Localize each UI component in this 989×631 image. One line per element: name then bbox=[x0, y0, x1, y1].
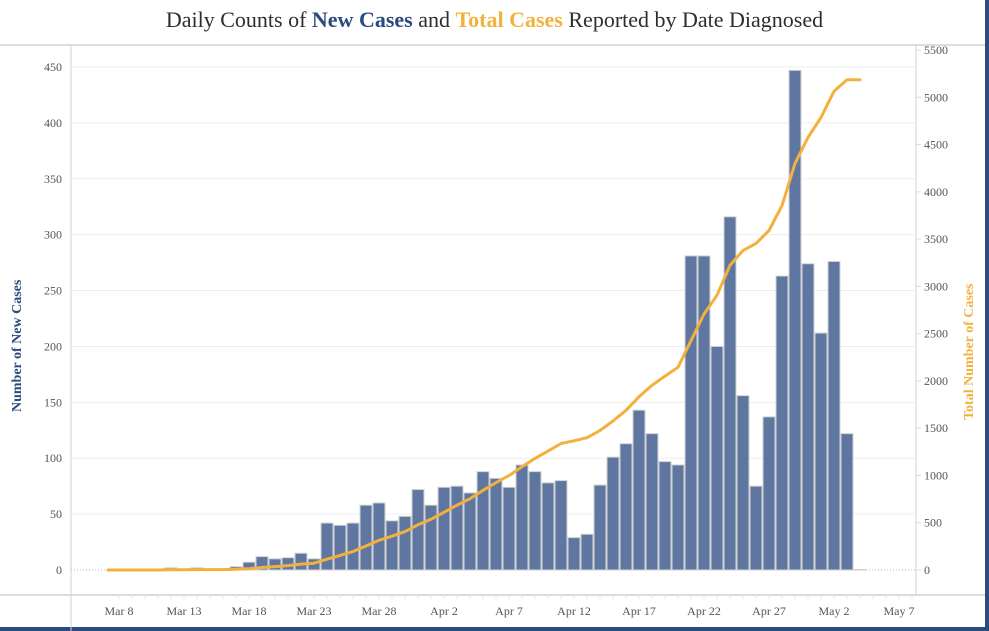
bar bbox=[515, 464, 529, 571]
bar bbox=[723, 216, 737, 571]
right-tick-label: 2500 bbox=[924, 327, 948, 341]
bar bbox=[372, 502, 386, 571]
left-tick-label: 350 bbox=[44, 172, 62, 186]
title-total-cases: Total Cases bbox=[455, 7, 563, 32]
bar bbox=[385, 520, 399, 571]
bar bbox=[541, 482, 555, 571]
bar bbox=[827, 260, 841, 571]
right-axis-title: Total Number of Cases bbox=[962, 283, 977, 420]
right-tick-label: 3500 bbox=[924, 232, 948, 246]
bar bbox=[801, 263, 815, 571]
right-tick-label: 0 bbox=[924, 563, 930, 577]
bar bbox=[437, 486, 451, 571]
bar bbox=[463, 492, 477, 571]
bar bbox=[450, 485, 464, 571]
gridlines bbox=[71, 66, 916, 571]
bar bbox=[749, 485, 763, 571]
x-tick-label: May 7 bbox=[884, 604, 915, 618]
left-tick-label: 200 bbox=[44, 339, 62, 353]
x-tick-label: Apr 17 bbox=[622, 604, 656, 618]
bar bbox=[619, 443, 633, 571]
right-axis-ticks: 0 500 1000 1500 2000 2500 3000 3500 4000 4500 5000… bbox=[916, 43, 948, 577]
bar bbox=[424, 504, 438, 571]
bar bbox=[645, 433, 659, 571]
title-new-cases: New Cases bbox=[311, 7, 413, 32]
left-tick-label: 100 bbox=[44, 451, 62, 465]
left-axis-title: Number of New Cases bbox=[10, 279, 25, 412]
bar bbox=[554, 480, 568, 571]
right-tick-label: 3000 bbox=[924, 279, 948, 293]
bar bbox=[658, 461, 672, 571]
right-tick-label: 500 bbox=[924, 516, 942, 530]
bar bbox=[632, 409, 646, 571]
bar bbox=[359, 504, 373, 571]
bar bbox=[580, 533, 594, 571]
right-tick-label: 1500 bbox=[924, 421, 948, 435]
bar bbox=[710, 345, 724, 571]
title-suffix: Reported by Date Diagnosed bbox=[562, 7, 824, 32]
right-tick-label: 1000 bbox=[924, 468, 948, 482]
total-cases-polyline bbox=[106, 78, 862, 572]
bar bbox=[294, 552, 308, 571]
bar bbox=[346, 522, 360, 571]
right-tick-label: 2000 bbox=[924, 374, 948, 388]
chart-title: Daily Counts of New Cases and Total Case… bbox=[0, 7, 989, 33]
title-middle: and bbox=[412, 7, 456, 32]
left-tick-label: 300 bbox=[44, 228, 62, 242]
x-axis-ticks: Mar 8 Mar 13 Mar 18 Mar 23 Mar 28 Apr 2 Apr 7 A… bbox=[105, 595, 915, 618]
bar bbox=[736, 395, 750, 571]
x-tick-label: Apr 7 bbox=[495, 604, 523, 618]
bar bbox=[853, 569, 867, 571]
left-tick-label: 450 bbox=[44, 60, 62, 74]
bar bbox=[840, 433, 854, 571]
left-tick-label: 0 bbox=[56, 563, 62, 577]
bar bbox=[606, 456, 620, 571]
bar bbox=[788, 69, 802, 571]
bar bbox=[697, 255, 711, 571]
bar bbox=[476, 471, 490, 571]
x-tick-label: Mar 8 bbox=[105, 604, 134, 618]
right-tick-label: 4500 bbox=[924, 138, 948, 152]
bar bbox=[567, 537, 581, 571]
x-tick-label: Apr 12 bbox=[557, 604, 591, 618]
title-prefix: Daily Counts of bbox=[165, 7, 312, 32]
right-tick-label: 5500 bbox=[924, 43, 948, 57]
left-tick-label: 400 bbox=[44, 116, 62, 130]
right-tick-label: 4000 bbox=[924, 185, 948, 199]
bar bbox=[684, 255, 698, 571]
bar bbox=[502, 486, 516, 571]
x-tick-label: Apr 2 bbox=[430, 604, 458, 618]
bar bbox=[268, 558, 282, 571]
bar bbox=[320, 522, 334, 571]
left-tick-label: 50 bbox=[50, 507, 62, 521]
left-tick-label: 150 bbox=[44, 395, 62, 409]
left-tick-label: 250 bbox=[44, 284, 62, 298]
x-tick-label: Mar 23 bbox=[297, 604, 332, 618]
x-tick-label: Apr 22 bbox=[687, 604, 721, 618]
x-tick-label: Apr 27 bbox=[752, 604, 786, 618]
bar bbox=[671, 464, 685, 571]
bar bbox=[489, 477, 503, 571]
bar bbox=[762, 416, 776, 571]
bar bbox=[593, 484, 607, 571]
bar bbox=[333, 524, 347, 571]
bar bbox=[398, 515, 412, 571]
right-tick-label: 5000 bbox=[924, 90, 948, 104]
new-cases-bars bbox=[164, 69, 867, 571]
total-cases-line bbox=[106, 78, 862, 572]
bar bbox=[528, 471, 542, 571]
x-tick-label: Mar 18 bbox=[232, 604, 267, 618]
x-tick-label: May 2 bbox=[819, 604, 850, 618]
bar bbox=[775, 275, 789, 571]
bar bbox=[411, 489, 425, 571]
x-tick-label: Mar 28 bbox=[362, 604, 397, 618]
left-axis-ticks: 0 50 100 150 200 250 300 350 400 450 bbox=[44, 60, 62, 577]
x-tick-label: Mar 13 bbox=[167, 604, 202, 618]
bar bbox=[814, 332, 828, 571]
